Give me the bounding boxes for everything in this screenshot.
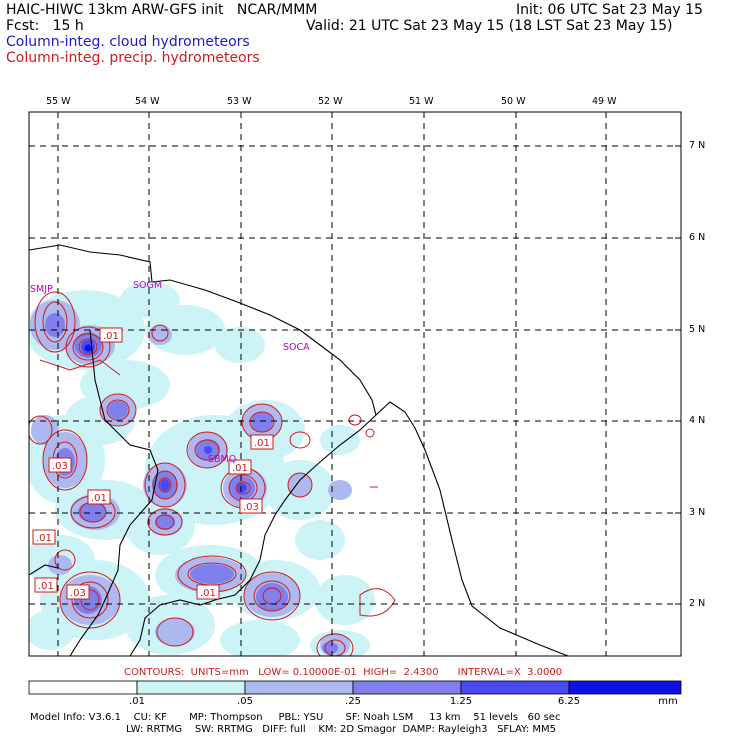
lat-label-3n: 3 N bbox=[689, 507, 706, 518]
contour-info: CONTOURS: UNITS=mm LOW= 0.10000E-01 HIGH… bbox=[124, 667, 563, 678]
contour-label: .03 bbox=[243, 502, 259, 513]
lat-label-2n: 2 N bbox=[689, 598, 706, 609]
plot-title: HAIC-HIWC 13km ARW-GFS init NCAR/MMM bbox=[6, 2, 318, 18]
station-label-sogm: SOGM bbox=[133, 280, 162, 291]
lon-label-55w: 55 W bbox=[46, 96, 71, 107]
lon-label-52w: 52 W bbox=[318, 96, 343, 107]
lat-label-4n: 4 N bbox=[689, 415, 706, 426]
lat-label-5n: 5 N bbox=[689, 324, 706, 335]
contour-label: .01 bbox=[254, 438, 270, 449]
contour-label: .01 bbox=[103, 331, 119, 342]
colorbar-label: .25 bbox=[345, 696, 361, 707]
contour-label: .03 bbox=[52, 461, 68, 472]
field-precip-hydrometeors: Column-integ. precip. hydrometeors bbox=[6, 50, 260, 66]
lon-label-49w: 49 W bbox=[592, 96, 617, 107]
station-labels: SMJP SOGM SOCA SBMQ bbox=[30, 280, 310, 465]
station-label-soca: SOCA bbox=[283, 342, 310, 353]
lat-label-6n: 6 N bbox=[689, 232, 706, 243]
contour-labels: .01 .01 .03 .01 .03 .01 .01 .01 .03 .01 bbox=[32, 327, 274, 600]
lon-label-50w: 50 W bbox=[501, 96, 526, 107]
colorbar-label: .01 bbox=[129, 696, 145, 707]
map-frame bbox=[28, 111, 682, 657]
coastline bbox=[29, 244, 569, 656]
lon-label-54w: 54 W bbox=[135, 96, 160, 107]
station-label-sbmq: SBMQ bbox=[208, 454, 236, 465]
colorbar-unit: mm bbox=[658, 696, 678, 707]
contour-label: .03 bbox=[70, 588, 86, 599]
contour-label: .01 bbox=[232, 463, 248, 474]
lon-label-51w: 51 W bbox=[409, 96, 434, 107]
init-time: Init: 06 UTC Sat 23 May 15 bbox=[516, 2, 703, 18]
colorbar-label: 1.25 bbox=[449, 696, 473, 707]
contour-label: .01 bbox=[200, 588, 216, 599]
station-label-smjp: SMJP bbox=[30, 284, 53, 295]
forecast-hour: Fcst: 15 h bbox=[6, 18, 84, 34]
valid-time: Valid: 21 UTC Sat 23 May 15 (18 LST Sat … bbox=[306, 18, 673, 34]
model-info-line1: Model Info: V3.6.1 CU: KF MP: Thompson P… bbox=[30, 712, 561, 723]
axis-ticks bbox=[57, 112, 681, 605]
model-info-line2: LW: RRTMG SW: RRTMG DIFF: full KM: 2D Sm… bbox=[126, 724, 556, 735]
contour-label: .01 bbox=[36, 533, 52, 544]
field-cloud-hydrometeors: Column-integ. cloud hydrometeors bbox=[6, 34, 250, 50]
colorbar-label: .05 bbox=[237, 696, 253, 707]
colorbar bbox=[28, 680, 682, 695]
colorbar-label: 6.25 bbox=[557, 696, 581, 707]
contour-label: .01 bbox=[38, 581, 54, 592]
lon-label-53w: 53 W bbox=[227, 96, 252, 107]
shaded-field: .01 .01 .03 .01 .03 .01 .01 .01 .03 .01 … bbox=[29, 112, 681, 656]
lat-label-7n: 7 N bbox=[689, 140, 706, 151]
contour-label: .01 bbox=[91, 493, 107, 504]
